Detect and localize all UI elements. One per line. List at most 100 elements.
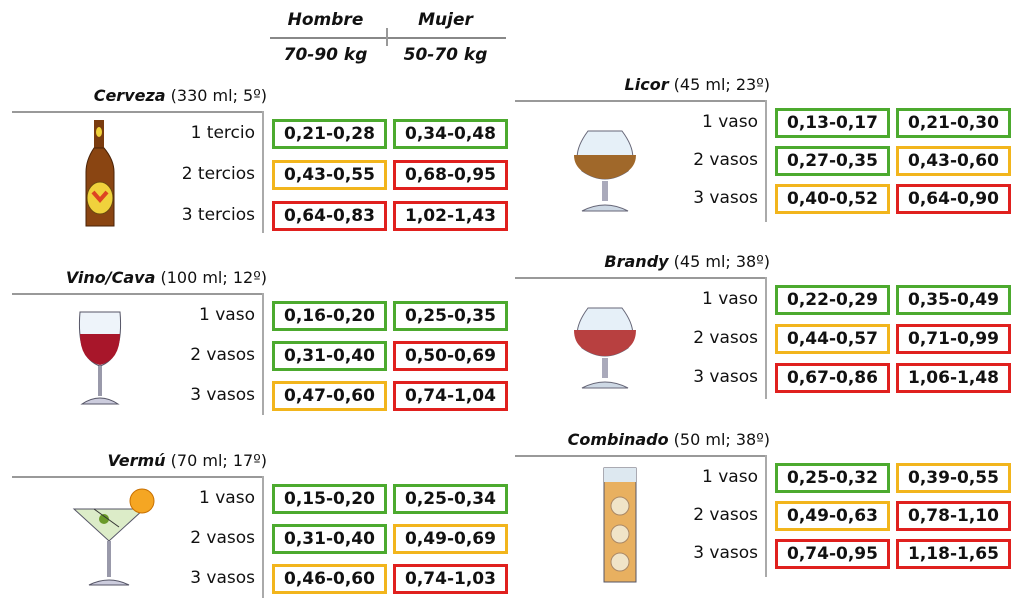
- hombre-range-badge: 0,74-0,95: [775, 539, 890, 569]
- col-mujer-title: Mujer: [418, 10, 473, 30]
- table-row: 1 vaso 0,16-0,20 0,25-0,35: [12, 301, 517, 331]
- section-vertical-divider: [262, 111, 264, 233]
- mujer-range-badge: 0,50-0,69: [393, 341, 508, 371]
- row-label: 1 vaso: [199, 305, 255, 325]
- drink-section: Cerveza (330 ml; 5º) 1 tercio 0,21-0,28 0,3…: [12, 86, 517, 246]
- section-title: Combinado (50 ml; 38º): [568, 430, 770, 449]
- section-divider: [515, 277, 765, 279]
- table-row: 1 vaso 0,13-0,17 0,21-0,30: [515, 108, 1020, 138]
- header-divider: [270, 37, 506, 39]
- drink-name: Vermú: [107, 451, 166, 470]
- hombre-range-badge: 0,44-0,57: [775, 324, 890, 354]
- mujer-range-badge: 1,18-1,65: [896, 539, 1011, 569]
- brandy-glass-icon: [570, 302, 640, 396]
- mujer-range-badge: 0,68-0,95: [393, 160, 508, 190]
- table-row: 2 vasos 0,31-0,40 0,49-0,69: [12, 524, 517, 554]
- mujer-range-badge: 0,43-0,60: [896, 146, 1011, 176]
- section-vertical-divider: [765, 455, 767, 577]
- drink-section: Vino/Cava (100 ml; 12º) 1 vaso 0,16-0,20 0,…: [12, 268, 517, 428]
- mujer-range-badge: 0,21-0,30: [896, 108, 1011, 138]
- hombre-range-badge: 0,46-0,60: [272, 564, 387, 594]
- row-label: 3 vasos: [693, 188, 758, 208]
- hombre-range-badge: 0,47-0,60: [272, 381, 387, 411]
- drink-name: Combinado: [567, 430, 669, 449]
- section-title: Licor (45 ml; 23º): [625, 75, 770, 94]
- mujer-range-badge: 1,02-1,43: [393, 201, 508, 231]
- row-label: 2 vasos: [190, 345, 255, 365]
- header-separator: [386, 28, 388, 46]
- row-label: 1 vaso: [702, 289, 758, 309]
- wine-glass-icon: [70, 308, 130, 412]
- mujer-range-badge: 1,06-1,48: [896, 363, 1011, 393]
- drink-section: Brandy (45 ml; 38º) 1 vaso 0,22-0,29 0,35-0…: [515, 252, 1020, 412]
- mujer-range-badge: 0,71-0,99: [896, 324, 1011, 354]
- mujer-range-badge: 0,64-0,90: [896, 184, 1011, 214]
- row-label: 1 vaso: [199, 488, 255, 508]
- hombre-range-badge: 0,13-0,17: [775, 108, 890, 138]
- table-row: 1 vaso 0,25-0,32 0,39-0,55: [515, 463, 1020, 493]
- table-row: 3 tercios 0,64-0,83 1,02-1,43: [12, 201, 517, 231]
- row-label: 1 vaso: [702, 467, 758, 487]
- drink-spec: (45 ml; 23º): [668, 75, 770, 94]
- hombre-range-badge: 0,40-0,52: [775, 184, 890, 214]
- drink-section: Licor (45 ml; 23º) 1 vaso 0,13-0,17 0,21-0,…: [515, 75, 1020, 235]
- table-row: 3 vasos 0,74-0,95 1,18-1,65: [515, 539, 1020, 569]
- drink-section: Combinado (50 ml; 38º) 1 vaso 0,25-0,32 0,3…: [515, 430, 1020, 590]
- drink-spec: (45 ml; 38º): [668, 252, 770, 271]
- section-vertical-divider: [765, 277, 767, 399]
- row-label: 1 vaso: [702, 112, 758, 132]
- drink-name: Vino/Cava: [65, 268, 156, 287]
- table-row: 2 vasos 0,44-0,57 0,71-0,99: [515, 324, 1020, 354]
- drink-spec: (70 ml; 17º): [165, 451, 267, 470]
- section-title: Vermú (70 ml; 17º): [108, 451, 267, 470]
- snifter-glass-icon: [570, 125, 640, 219]
- table-row: 2 vasos 0,27-0,35 0,43-0,60: [515, 146, 1020, 176]
- mujer-range-badge: 0,39-0,55: [896, 463, 1011, 493]
- section-divider: [515, 100, 765, 102]
- hombre-range-badge: 0,49-0,63: [775, 501, 890, 531]
- hombre-range-badge: 0,25-0,32: [775, 463, 890, 493]
- section-title: Cerveza (330 ml; 5º): [94, 86, 267, 105]
- mujer-range-badge: 0,25-0,34: [393, 484, 508, 514]
- table-row: 1 vaso 0,15-0,20 0,25-0,34: [12, 484, 517, 514]
- row-label: 3 vasos: [693, 367, 758, 387]
- hombre-range-badge: 0,64-0,83: [272, 201, 387, 231]
- mujer-range-badge: 0,34-0,48: [393, 119, 508, 149]
- col-hombre-weight: 70-90 kg: [283, 45, 368, 65]
- col-mujer-weight: 50-70 kg: [403, 45, 488, 65]
- hombre-range-badge: 0,31-0,40: [272, 524, 387, 554]
- section-divider: [12, 293, 262, 295]
- mujer-range-badge: 0,25-0,35: [393, 301, 508, 331]
- hombre-range-badge: 0,16-0,20: [272, 301, 387, 331]
- section-vertical-divider: [262, 293, 264, 415]
- row-label: 3 vasos: [190, 385, 255, 405]
- hombre-range-badge: 0,15-0,20: [272, 484, 387, 514]
- col-hombre-title: Hombre: [287, 10, 364, 30]
- section-vertical-divider: [765, 100, 767, 222]
- row-label: 2 vasos: [693, 150, 758, 170]
- table-row: 2 tercios 0,43-0,55 0,68-0,95: [12, 160, 517, 190]
- drink-spec: (330 ml; 5º): [165, 86, 267, 105]
- drink-name: Brandy: [604, 252, 669, 271]
- section-divider: [12, 476, 262, 478]
- drink-section: Vermú (70 ml; 17º) 1 vaso 0,15-0,20 0,25-0,…: [12, 451, 517, 611]
- table-row: 3 vasos 0,47-0,60 0,74-1,04: [12, 381, 517, 411]
- row-label: 3 tercios: [181, 205, 255, 225]
- row-label: 2 vasos: [190, 528, 255, 548]
- row-label: 1 tercio: [190, 123, 255, 143]
- highball-glass-icon: [600, 466, 640, 590]
- drink-name: Licor: [624, 75, 669, 94]
- cocktail-glass-icon: [64, 479, 164, 593]
- mujer-range-badge: 0,74-1,03: [393, 564, 508, 594]
- drink-name: Cerveza: [93, 86, 166, 105]
- drink-spec: (50 ml; 38º): [668, 430, 770, 449]
- table-row: 2 vasos 0,31-0,40 0,50-0,69: [12, 341, 517, 371]
- mujer-range-badge: 0,74-1,04: [393, 381, 508, 411]
- table-row: 2 vasos 0,49-0,63 0,78-1,10: [515, 501, 1020, 531]
- drink-spec: (100 ml; 12º): [155, 268, 267, 287]
- mujer-range-badge: 0,78-1,10: [896, 501, 1011, 531]
- section-title: Vino/Cava (100 ml; 12º): [66, 268, 267, 287]
- hombre-range-badge: 0,67-0,86: [775, 363, 890, 393]
- row-label: 2 vasos: [693, 328, 758, 348]
- mujer-range-badge: 0,35-0,49: [896, 285, 1011, 315]
